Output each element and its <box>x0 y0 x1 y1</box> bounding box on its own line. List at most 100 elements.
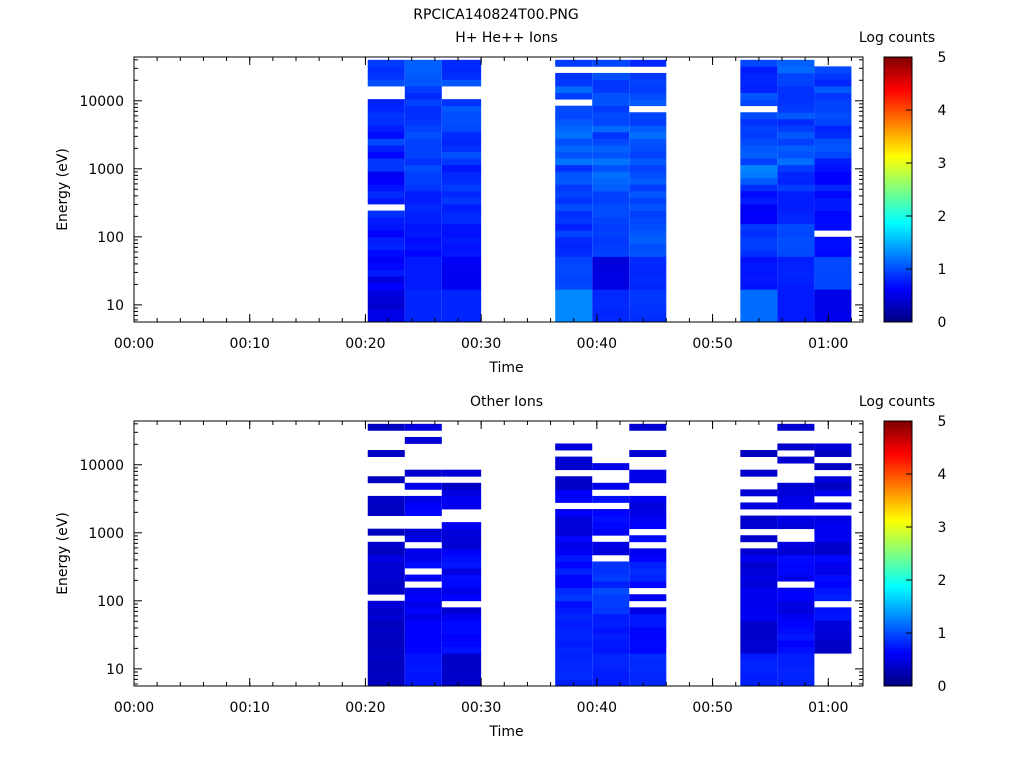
heatmap-cell <box>777 112 815 120</box>
heatmap-cell <box>814 528 852 536</box>
heatmap-cell <box>629 607 667 615</box>
heatmap-cell <box>367 502 405 510</box>
heatmap-cell <box>777 561 815 569</box>
heatmap-cell <box>814 276 852 284</box>
heatmap-cell <box>367 184 405 192</box>
heatmap-cell <box>441 249 482 257</box>
heatmap-cell <box>814 587 852 595</box>
heatmap-cell <box>777 99 815 107</box>
heatmap-cell <box>740 118 778 126</box>
heatmap-cell <box>441 282 482 290</box>
heatmap-cell <box>592 145 630 152</box>
heatmap-cell <box>555 476 593 484</box>
heatmap-cell <box>367 131 405 139</box>
heatmap-cell <box>555 138 593 146</box>
heatmap-cell <box>592 509 630 516</box>
heatmap-cell <box>441 568 482 575</box>
heatmap-cell <box>777 620 815 628</box>
colorbar-label: Log counts <box>859 30 935 46</box>
x-tick-label: 01:00 <box>808 700 848 716</box>
heatmap-cell <box>740 548 778 556</box>
heatmap-cell <box>777 302 815 310</box>
heatmap-cell <box>592 118 630 126</box>
heatmap-cell <box>814 190 852 198</box>
heatmap-cell <box>404 574 442 582</box>
heatmap-cell <box>441 72 482 80</box>
heatmap-cell <box>814 646 852 654</box>
heatmap-cell <box>592 171 630 179</box>
heatmap-cell <box>740 653 778 661</box>
heatmap-cell <box>367 495 405 503</box>
heatmap-cell <box>777 495 815 503</box>
heatmap-cell <box>367 568 405 575</box>
heatmap-cell <box>555 587 593 595</box>
x-tick-label: 01:00 <box>808 336 848 352</box>
panel-title: Other Ions <box>470 394 543 410</box>
heatmap-cell <box>740 223 778 231</box>
heatmap-cell <box>555 204 593 211</box>
heatmap-cell <box>740 554 778 562</box>
heatmap-cell <box>777 217 815 225</box>
heatmap-cell <box>555 535 593 543</box>
heatmap-cell <box>555 489 593 497</box>
heatmap-cell <box>777 679 815 687</box>
heatmap-cell <box>814 217 852 225</box>
heatmap-cell <box>367 607 405 615</box>
y-tick-label: 1000 <box>88 526 124 542</box>
heatmap-cell <box>814 112 852 120</box>
x-axis-label: Time <box>488 360 523 376</box>
heatmap-cell <box>592 184 630 192</box>
heatmap-cell <box>629 282 667 290</box>
heatmap-cell <box>740 66 778 74</box>
heatmap-cell <box>777 86 815 93</box>
heatmap-cell <box>777 423 815 431</box>
heatmap-cell <box>404 190 442 198</box>
x-tick-label: 00:20 <box>345 336 385 352</box>
heatmap-cell <box>555 105 593 113</box>
heatmap-cell <box>404 184 442 192</box>
heatmap-cell <box>555 177 593 185</box>
heatmap-cell <box>441 640 482 648</box>
heatmap-cell <box>441 112 482 120</box>
heatmap-cell <box>592 672 630 680</box>
heatmap-cell <box>629 92 667 100</box>
x-tick-label: 00:00 <box>114 700 154 716</box>
heatmap-cell <box>740 620 778 628</box>
heatmap-cell <box>367 620 405 628</box>
heatmap-cell <box>555 554 593 562</box>
heatmap-cell <box>441 66 482 74</box>
heatmap-cell <box>814 99 852 107</box>
heatmap-cell <box>404 223 442 231</box>
heatmap-cell <box>404 672 442 680</box>
heatmap-cell <box>629 217 667 225</box>
heatmap-cell <box>592 289 630 297</box>
heatmap-cell <box>740 594 778 602</box>
heatmap-cell <box>629 158 667 166</box>
heatmap-cell <box>740 522 778 530</box>
heatmap-cell <box>367 79 405 87</box>
y-tick-label: 10000 <box>79 94 124 110</box>
heatmap-cell <box>777 482 815 490</box>
heatmap-cell <box>629 574 667 582</box>
heatmap-cell <box>740 282 778 290</box>
heatmap-cell <box>441 164 482 172</box>
y-axis-label: Energy (eV) <box>55 148 71 231</box>
heatmap-cell <box>740 627 778 634</box>
heatmap-cell <box>740 469 778 477</box>
heatmap-cell <box>404 236 442 244</box>
heatmap-cell <box>740 177 778 185</box>
heatmap-cell <box>555 276 593 284</box>
colorbar-tick-label: 3 <box>938 156 947 172</box>
heatmap-cell <box>367 263 405 270</box>
heatmap-cell <box>814 535 852 543</box>
heatmap-cell <box>629 548 667 556</box>
heatmap-cell <box>592 666 630 674</box>
heatmap-cell <box>740 289 778 297</box>
heatmap-cell <box>592 276 630 284</box>
heatmap-cell <box>404 502 442 510</box>
heatmap-cell <box>629 236 667 244</box>
heatmap-cell <box>629 302 667 310</box>
heatmap-cell <box>777 131 815 139</box>
heatmap-cell <box>367 210 405 218</box>
heatmap-cell <box>441 118 482 126</box>
